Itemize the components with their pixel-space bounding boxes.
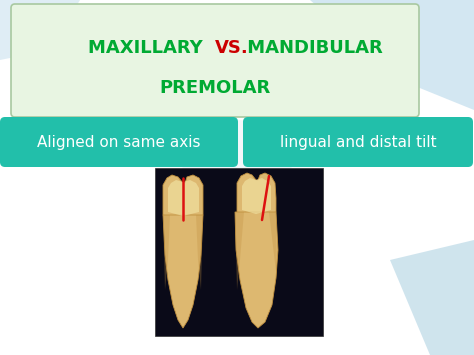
Text: lingual and distal tilt: lingual and distal tilt xyxy=(280,136,436,151)
Text: MAXILLARY: MAXILLARY xyxy=(88,39,215,57)
Polygon shape xyxy=(163,215,170,290)
Polygon shape xyxy=(237,173,276,217)
Text: Aligned on same axis: Aligned on same axis xyxy=(37,136,201,151)
Polygon shape xyxy=(235,212,278,328)
Circle shape xyxy=(207,250,267,310)
FancyBboxPatch shape xyxy=(0,117,238,167)
Polygon shape xyxy=(242,178,271,214)
Text: MANDIBULAR: MANDIBULAR xyxy=(241,39,383,57)
FancyBboxPatch shape xyxy=(11,4,419,117)
Polygon shape xyxy=(168,180,199,216)
FancyBboxPatch shape xyxy=(243,117,473,167)
Polygon shape xyxy=(0,0,80,60)
Polygon shape xyxy=(163,215,203,328)
Polygon shape xyxy=(196,215,203,290)
Polygon shape xyxy=(310,0,474,110)
Polygon shape xyxy=(269,212,277,280)
Text: VS.: VS. xyxy=(215,39,249,57)
FancyBboxPatch shape xyxy=(155,168,323,336)
Polygon shape xyxy=(163,175,203,220)
Polygon shape xyxy=(390,240,474,355)
Circle shape xyxy=(182,120,292,230)
Text: PREMOLAR: PREMOLAR xyxy=(159,79,271,97)
Polygon shape xyxy=(235,212,244,290)
